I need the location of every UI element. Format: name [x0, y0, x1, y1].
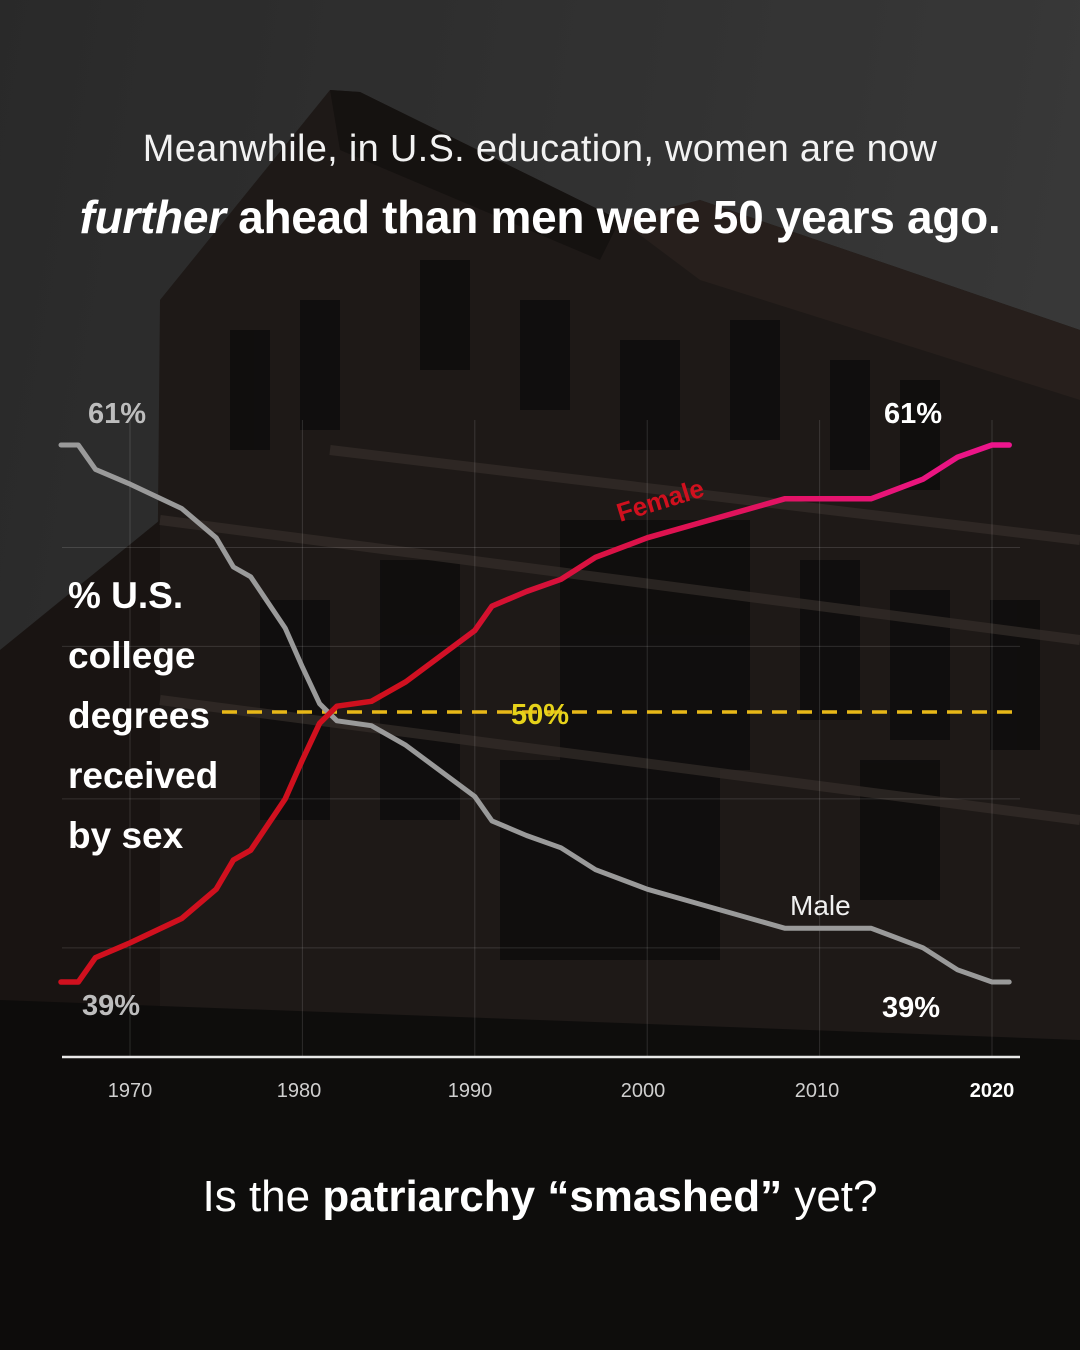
headline-emphasis: further [79, 191, 226, 243]
x-tick-1970: 1970 [107, 1080, 153, 1102]
y-label-line: received [68, 755, 219, 796]
x-tick-1990: 1990 [447, 1080, 493, 1102]
female-series-label: Female [613, 473, 707, 528]
footer-question: Is the patriarchy “smashed” yet? [0, 1172, 1080, 1222]
male-start-value-label: 61% [88, 398, 147, 430]
y-label-line: by sex [68, 815, 184, 856]
female-series-line [58, 442, 1012, 985]
female-start-value-label: 39% [82, 990, 141, 1022]
x-tick-2020: 2020 [969, 1080, 1015, 1102]
footer-suffix: yet? [782, 1172, 878, 1221]
y-axis-label: % U.S. college degrees received by sex [68, 566, 268, 866]
y-label-line: college [68, 635, 196, 676]
female-end-value-label: 61% [884, 398, 943, 430]
male-series-line [58, 442, 1012, 985]
male-end-value-label: 39% [882, 992, 941, 1024]
headline-rest: ahead than men were 50 years ago. [225, 191, 1001, 243]
footer-prefix: Is the [202, 1172, 323, 1221]
headline-line-1: Meanwhile, in U.S. education, women are … [142, 128, 938, 170]
male-series-label: Male [790, 890, 851, 921]
x-tick-2010: 2010 [794, 1080, 840, 1102]
x-tick-2000: 2000 [620, 1080, 666, 1102]
headline-line-2: further ahead than men were 50 years ago… [0, 190, 1080, 244]
y-label-line: % U.S. [68, 575, 184, 616]
footer-bold: patriarchy “smashed” [322, 1172, 783, 1221]
midline-label: 50% [511, 699, 569, 731]
x-tick-1980: 1980 [276, 1080, 322, 1102]
y-label-line: degrees [68, 695, 210, 736]
